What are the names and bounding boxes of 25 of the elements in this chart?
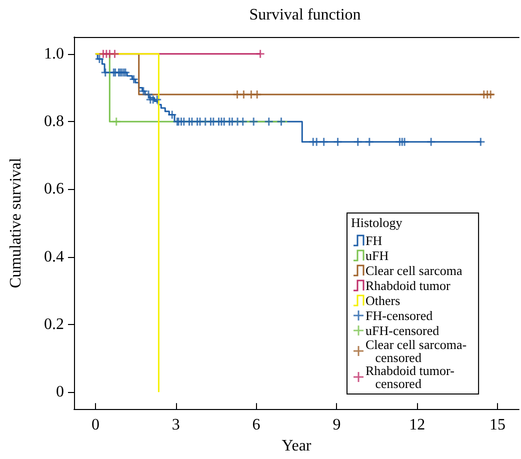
- y-tick-label: 0.6: [44, 180, 64, 198]
- x-tick-label: 6: [252, 416, 260, 434]
- y-tick-label: 0: [56, 384, 64, 401]
- legend-label: Others: [366, 293, 400, 308]
- y-tick-label: 1.0: [44, 45, 64, 62]
- chart-title: Survival function: [249, 6, 361, 24]
- legend-label: Rhabdoid tumor-censored: [366, 363, 454, 391]
- legend-label: FH: [366, 233, 382, 248]
- x-tick-label: 12: [409, 416, 426, 434]
- x-axis-title: Year: [282, 438, 312, 454]
- legend-label: Rhabdoid tumor: [366, 278, 452, 293]
- y-axis-title: Cumulative survival: [8, 157, 24, 288]
- legend-title: Histology: [351, 215, 403, 230]
- x-tick-label: 3: [172, 416, 180, 434]
- y-tick-label: 0.4: [44, 248, 64, 266]
- x-tick-label: 9: [332, 416, 341, 434]
- y-tick-label: 0.8: [44, 113, 64, 130]
- legend-label: Clear cell sarcoma-censored: [366, 337, 467, 365]
- x-tick-label: 0: [91, 416, 100, 434]
- legend-label: FH-censored: [366, 308, 434, 323]
- legend-label: uFH: [366, 248, 389, 263]
- legend-label: Clear cell sarcoma: [366, 263, 462, 278]
- legend-label: uFH-censored: [366, 323, 440, 338]
- y-tick-label: 0.2: [44, 316, 64, 334]
- x-tick-label: 15: [490, 416, 506, 434]
